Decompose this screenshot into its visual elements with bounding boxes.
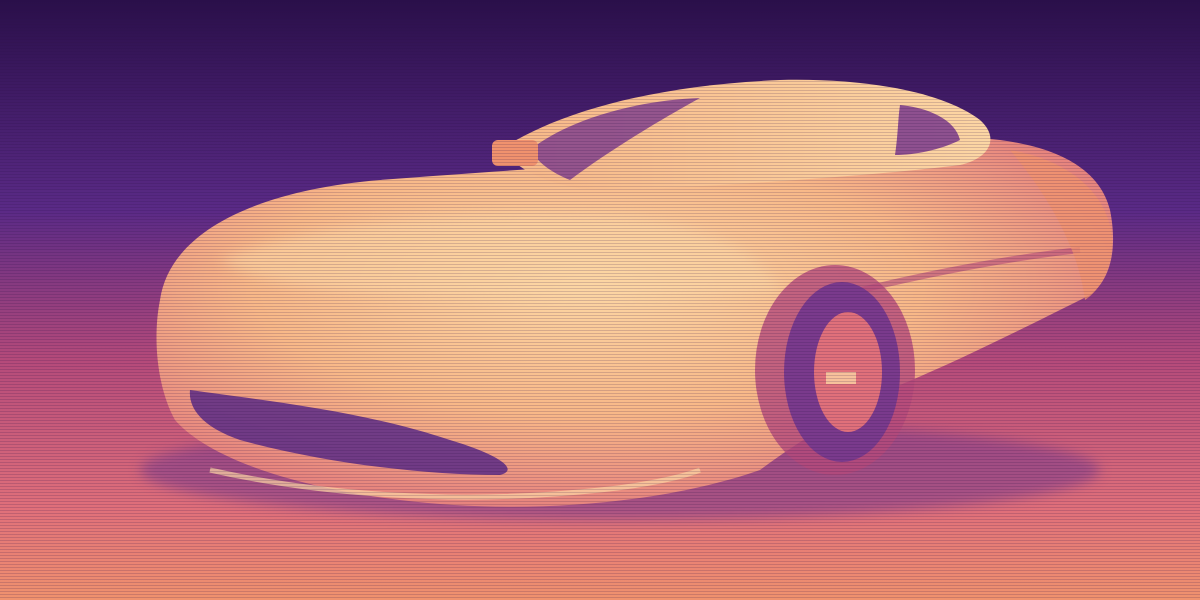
image-canvas: [0, 0, 1200, 600]
sports-car-thermal-image: [0, 0, 1200, 600]
scanline-overlay: [0, 0, 1200, 600]
